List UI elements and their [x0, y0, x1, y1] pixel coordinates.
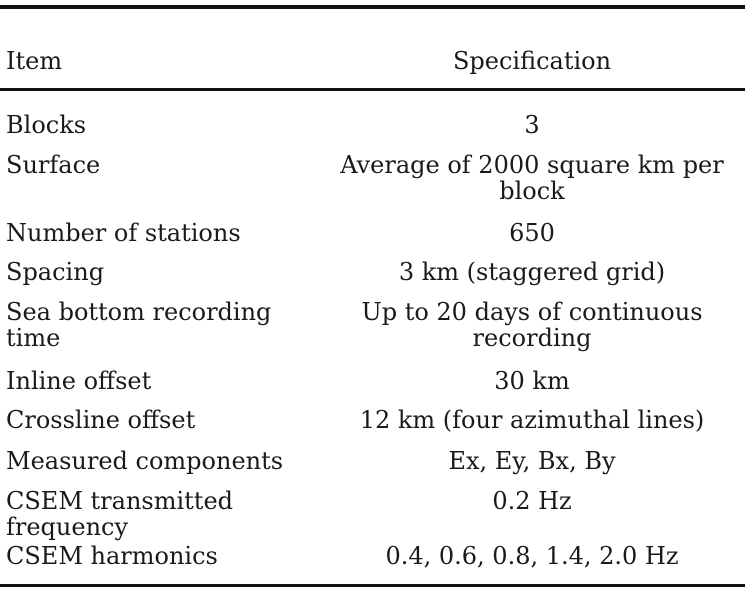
row-specification: 0.2 Hz: [492, 487, 572, 515]
row-specification: Up to 20 days of continuous recording: [361, 298, 703, 352]
header-rule: [0, 88, 745, 91]
row-specification: Average of 2000 square km per block: [340, 151, 724, 205]
row-item: Crossline offset: [6, 406, 196, 434]
row-specification: 3: [524, 111, 540, 139]
row-specification: 650: [509, 219, 555, 247]
row-specification: 0.4, 0.6, 0.8, 1.4, 2.0 Hz: [385, 542, 679, 570]
bottom-rule: [0, 584, 745, 587]
row-item: Sea bottom recording time: [6, 298, 272, 352]
row-item: Surface: [6, 151, 101, 179]
row-item: CSEM transmitted frequency: [6, 487, 234, 541]
row-item: Inline offset: [6, 367, 152, 395]
row-item: Measured components: [6, 447, 284, 475]
top-rule: [0, 5, 745, 9]
row-specification: 3 km (staggered grid): [398, 258, 666, 286]
row-item: CSEM harmonics: [6, 542, 218, 570]
row-specification: 12 km (four azimuthal lines): [359, 406, 705, 434]
row-item: Spacing: [6, 258, 105, 286]
header-specification: Specification: [452, 47, 612, 75]
row-item: Number of stations: [6, 219, 241, 247]
row-specification: 30 km: [494, 367, 570, 395]
row-specification: Ex, Ey, Bx, By: [448, 447, 616, 475]
row-item: Blocks: [6, 111, 87, 139]
header-item: Item: [6, 47, 63, 75]
